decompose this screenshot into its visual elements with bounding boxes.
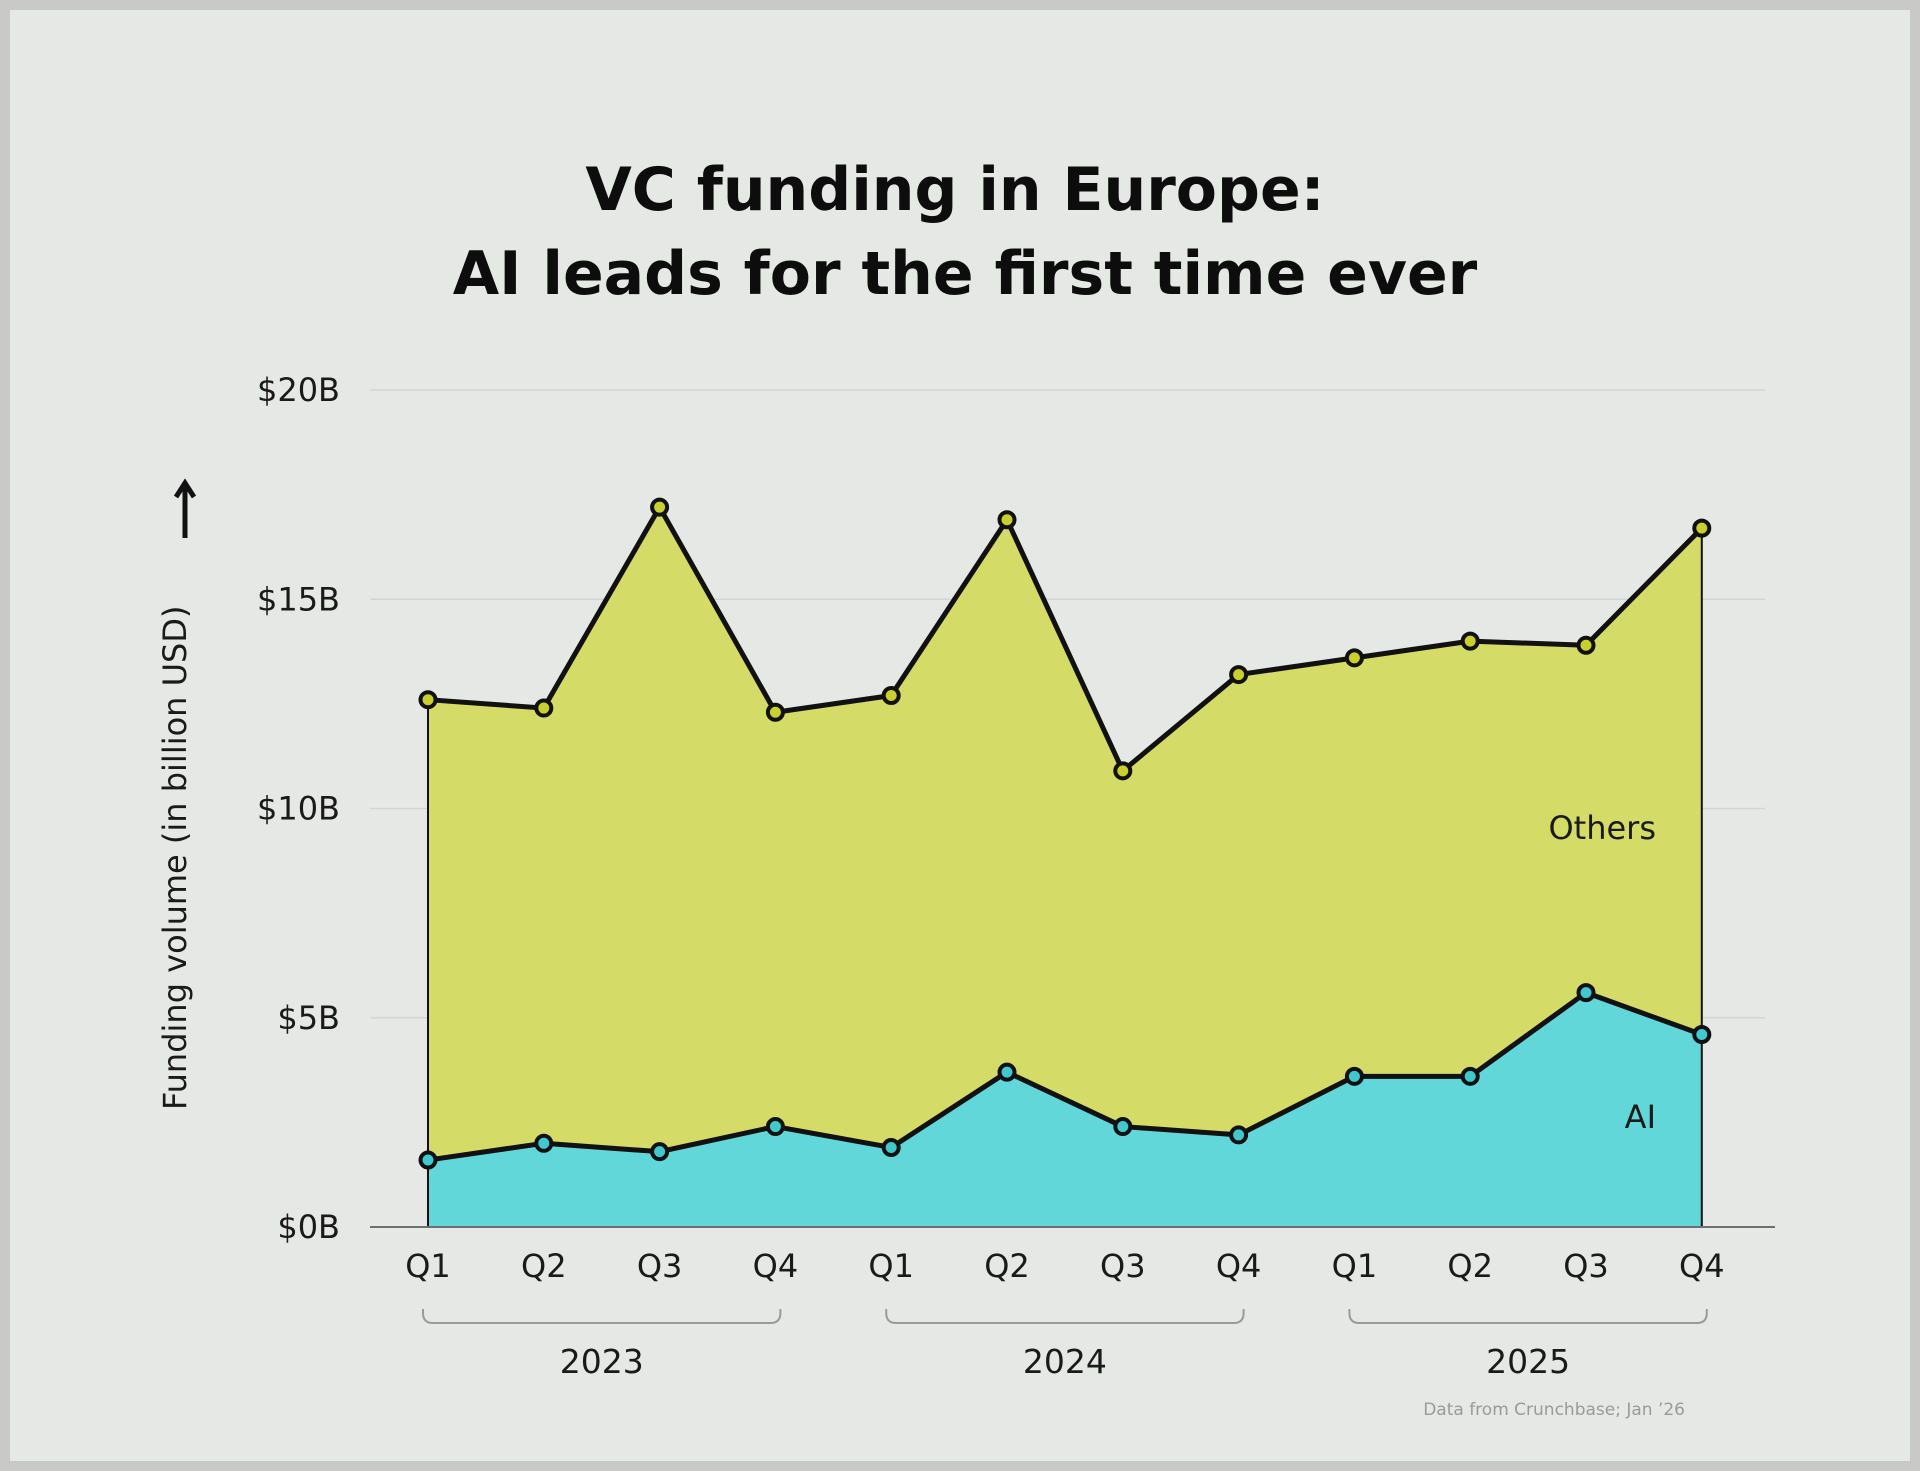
year-label: 2023 xyxy=(560,1342,644,1381)
y-tick-label: $15B xyxy=(257,580,340,618)
y-tick-label: $0B xyxy=(277,1208,340,1246)
source-note: Data from Crunchbase; Jan ’26 xyxy=(1423,1400,1685,1420)
x-tick-label: Q2 xyxy=(1447,1247,1493,1285)
others-point xyxy=(1344,648,1364,668)
x-tick-label: Q4 xyxy=(753,1247,799,1285)
ai-point xyxy=(1460,1066,1480,1086)
x-tick-label: Q4 xyxy=(1679,1247,1725,1285)
y-axis-label-group: Funding volume (in billion USD) xyxy=(156,606,194,1111)
ai-point xyxy=(1692,1024,1712,1044)
x-tick-label: Q3 xyxy=(637,1247,683,1285)
ai-point xyxy=(997,1062,1017,1082)
ai-area xyxy=(428,992,1702,1227)
others-point xyxy=(1692,518,1712,538)
ai-point xyxy=(881,1137,901,1157)
others-point xyxy=(765,702,785,722)
others-point xyxy=(650,497,670,517)
others-point xyxy=(881,686,901,706)
ai-point xyxy=(765,1117,785,1137)
year-label: 2024 xyxy=(1023,1342,1107,1381)
chart-svg: VC funding in Europe: AI leads for the f… xyxy=(156,155,1775,1420)
ai-point xyxy=(650,1142,670,1162)
others-point xyxy=(1460,631,1480,651)
x-tick-label: Q1 xyxy=(405,1247,451,1285)
series-label-ai: AI xyxy=(1625,1098,1656,1136)
ai-point xyxy=(1113,1117,1133,1137)
year-bracket xyxy=(1348,1309,1708,1324)
y-tick-label: $20B xyxy=(257,371,340,409)
ai-point xyxy=(534,1133,554,1153)
others-point xyxy=(1229,665,1249,685)
chart-title-line-1: VC funding in Europe: xyxy=(585,155,1324,225)
others-point xyxy=(1576,635,1596,655)
year-bracket xyxy=(885,1309,1245,1324)
y-axis-arrow-group xyxy=(173,478,197,538)
area-layer xyxy=(428,507,1702,1227)
x-tick-label: Q1 xyxy=(868,1247,914,1285)
y-tick-label: $10B xyxy=(257,790,340,828)
x-tick-label: Q2 xyxy=(984,1247,1030,1285)
others-point xyxy=(997,510,1017,530)
others-point xyxy=(418,690,438,710)
axis-layer: $0B $5B $10B $15B $20B Q1 Q2 Q3 Q4 Q1 Q2 Q3 Q4 Q1 Q2 Q3… xyxy=(257,371,1775,1381)
x-tick-label: Q3 xyxy=(1100,1247,1146,1285)
y-axis-arrow-head xyxy=(173,478,197,499)
ai-line xyxy=(427,990,1703,1163)
x-tick-label: Q1 xyxy=(1332,1247,1378,1285)
x-tick-label: Q4 xyxy=(1216,1247,1262,1285)
others-area xyxy=(428,507,1702,1161)
others-total-line xyxy=(427,504,1704,774)
marker-layer xyxy=(418,497,1712,1170)
ai-point xyxy=(1576,983,1596,1003)
year-bracket xyxy=(422,1309,782,1324)
x-tick-label: Q3 xyxy=(1563,1247,1609,1285)
ai-point xyxy=(1344,1066,1364,1086)
x-tick-label: Q2 xyxy=(521,1247,567,1285)
y-tick-label: $5B xyxy=(277,999,340,1037)
chart-title-line-2: AI leads for the first time ever xyxy=(453,239,1478,309)
series-label-others: Others xyxy=(1548,809,1656,847)
year-label: 2025 xyxy=(1486,1342,1570,1381)
chart-frame: VC funding in Europe: AI leads for the f… xyxy=(10,10,1910,1461)
others-point xyxy=(1113,761,1133,781)
others-point xyxy=(534,698,554,718)
line-layer xyxy=(427,504,1704,1227)
y-axis-label: Funding volume (in billion USD) xyxy=(156,606,194,1111)
ai-point xyxy=(1229,1125,1249,1145)
ai-point xyxy=(418,1150,438,1170)
